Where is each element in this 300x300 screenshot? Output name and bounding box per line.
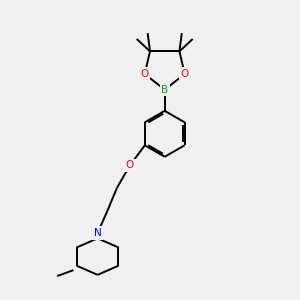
Text: O: O [141, 69, 149, 79]
Text: B: B [161, 85, 168, 94]
Text: O: O [181, 69, 189, 79]
Text: O: O [126, 160, 134, 170]
Text: N: N [94, 228, 101, 238]
